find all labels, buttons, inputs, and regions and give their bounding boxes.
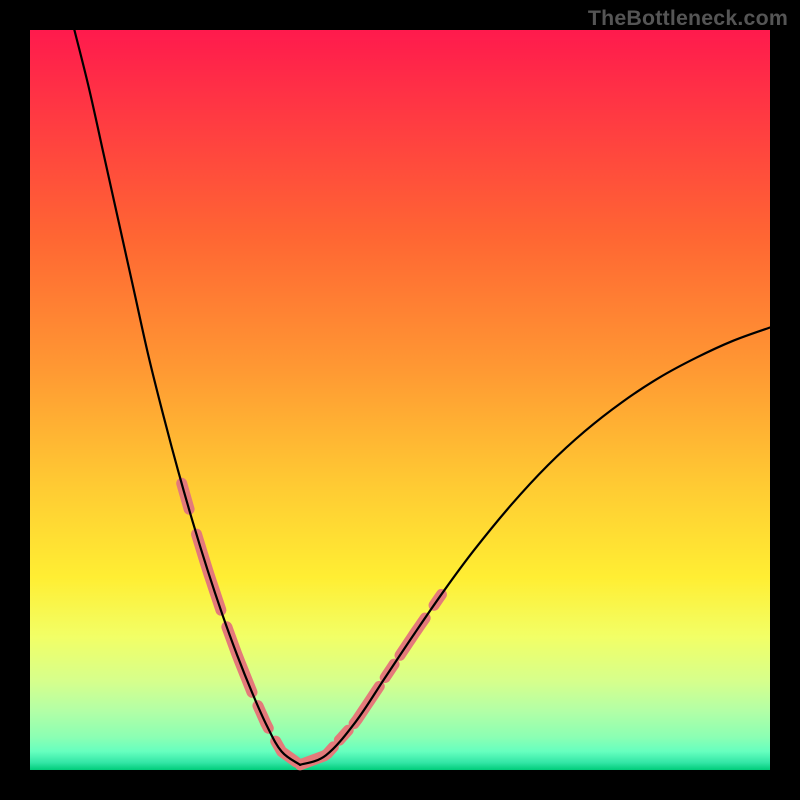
outer-frame: TheBottleneck.com [0, 0, 800, 800]
right-branch-line [300, 327, 770, 764]
left-branch-line [74, 30, 300, 765]
curves-layer [30, 30, 770, 770]
marker-capsule [276, 741, 297, 762]
marker-capsule [300, 747, 333, 765]
marker-segments [182, 483, 442, 765]
watermark-text: TheBottleneck.com [588, 6, 788, 31]
plot-area [30, 30, 770, 770]
